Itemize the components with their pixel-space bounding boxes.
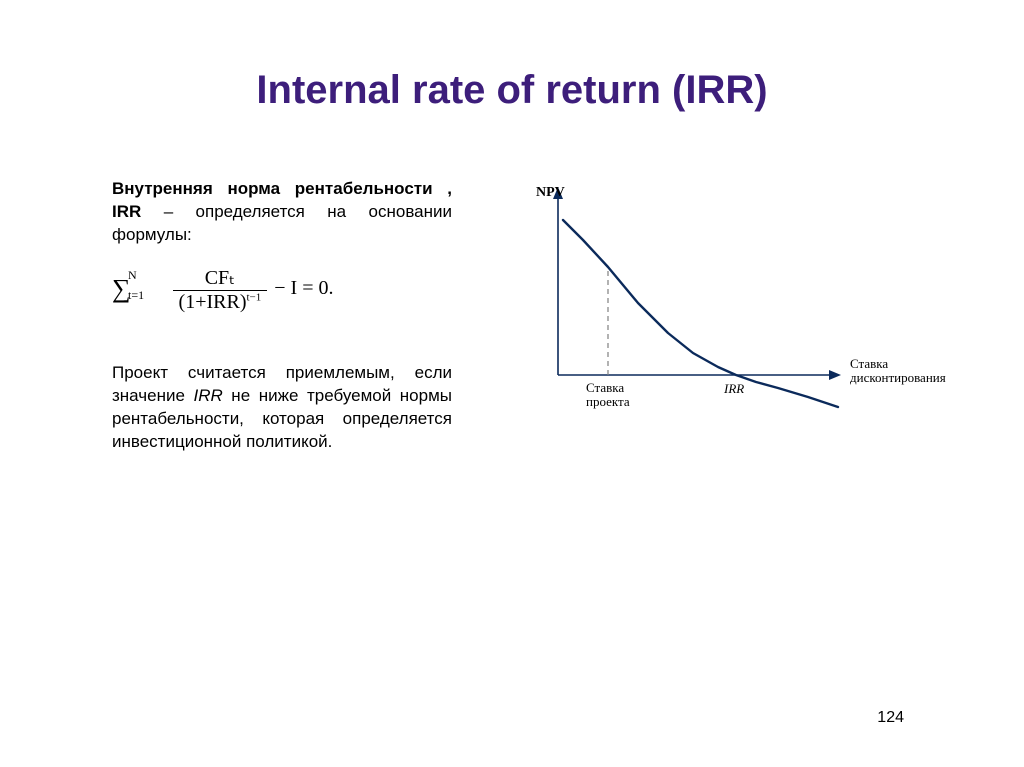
definition-rest: – определяется на основании формулы: bbox=[112, 202, 452, 244]
slide-title: Internal rate of return (IRR) bbox=[0, 68, 1024, 113]
irr-label: IRR bbox=[724, 381, 744, 397]
sigma-upper: N bbox=[128, 268, 137, 283]
x-axis-label: Ставка дисконтирования bbox=[850, 357, 970, 386]
denominator-exp: t−1 bbox=[247, 291, 262, 303]
definition-text: Внутренняя норма рентабельности , IRR – … bbox=[112, 178, 452, 247]
fraction-denominator: (1+IRR)t−1 bbox=[173, 291, 268, 314]
fraction: CFₜ (1+IRR)t−1 bbox=[173, 265, 268, 314]
chart-svg bbox=[478, 175, 958, 435]
sigma-lower: t=1 bbox=[128, 288, 144, 303]
sigma-block: ∑ N t=1 bbox=[112, 274, 131, 304]
y-axis-label: NPV bbox=[536, 185, 586, 201]
denominator-base: (1+IRR) bbox=[179, 291, 247, 313]
text-block: Внутренняя норма рентабельности , IRR – … bbox=[112, 178, 452, 454]
page-number: 124 bbox=[877, 709, 904, 727]
fraction-numerator: CFₜ bbox=[173, 265, 268, 291]
acceptance-paragraph: Проект считается приемлемым, если значен… bbox=[112, 362, 452, 454]
npv-chart: NPV Ставка дисконтирования Ставка проект… bbox=[478, 175, 958, 435]
paragraph2-irr: IRR bbox=[193, 386, 222, 405]
project-rate-label: Ставка проекта bbox=[586, 381, 656, 410]
formula-tail: − I = 0. bbox=[274, 277, 333, 299]
formula: ∑ N t=1 CFₜ (1+IRR)t−1 − I = 0. bbox=[112, 265, 452, 314]
